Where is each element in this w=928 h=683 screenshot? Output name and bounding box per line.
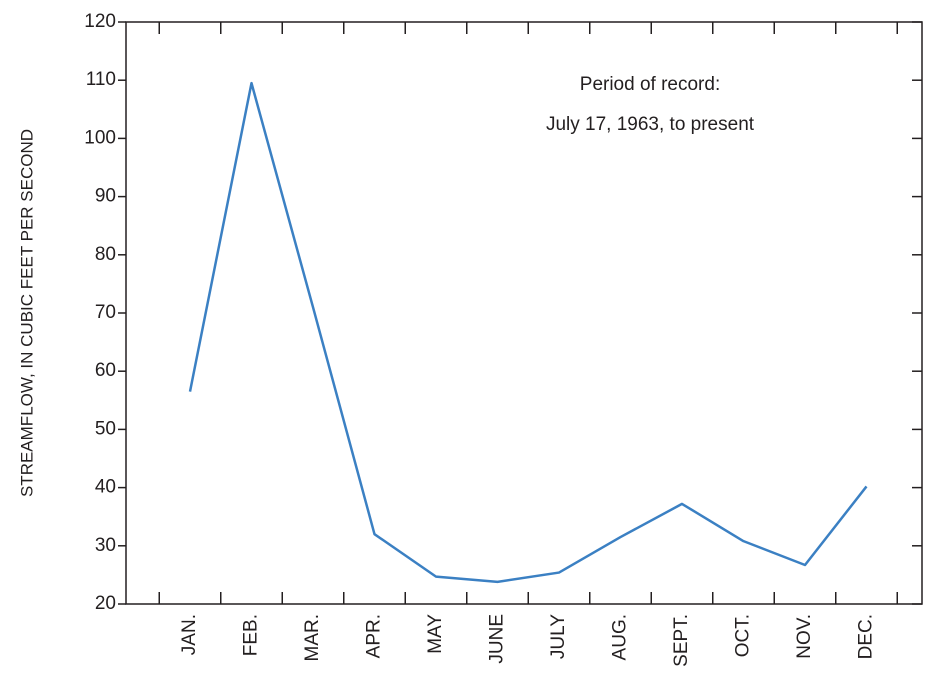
- y-tick-label: 50: [95, 418, 116, 439]
- x-tick-label: OCT.: [733, 614, 754, 657]
- x-tick-label: JAN.: [179, 614, 200, 655]
- y-tick-label: 60: [95, 360, 116, 381]
- y-axis-label: STREAMFLOW, IN CUBIC FEET PER SECOND: [17, 129, 36, 497]
- annotation: July 17, 1963, to present: [546, 114, 755, 135]
- x-tick-label: MAY: [425, 614, 446, 654]
- x-tick-label: SEPT.: [671, 614, 692, 667]
- x-tick-label: JUNE: [487, 614, 508, 664]
- y-tick-label: 80: [95, 244, 116, 265]
- x-tick-label: MAR.: [302, 614, 323, 662]
- x-tick-label: FEB.: [241, 614, 262, 656]
- y-tick-label: 40: [95, 477, 116, 498]
- x-tick-label: NOV.: [794, 614, 815, 659]
- y-tick-label: 120: [84, 11, 116, 32]
- y-tick-label: 110: [86, 69, 116, 90]
- x-tick-label: APR.: [364, 614, 385, 658]
- x-tick-label: DEC.: [856, 614, 877, 659]
- y-tick-label: 90: [95, 186, 116, 207]
- x-tick-label: JULY: [548, 614, 569, 659]
- annotation: Period of record:: [580, 74, 720, 95]
- y-tick-label: 20: [95, 593, 116, 614]
- x-tick-label: AUG.: [610, 614, 631, 660]
- y-tick-label: 30: [95, 535, 116, 556]
- y-tick-label: 70: [95, 302, 116, 323]
- y-tick-label: 100: [84, 127, 116, 148]
- data-line: [188, 81, 868, 584]
